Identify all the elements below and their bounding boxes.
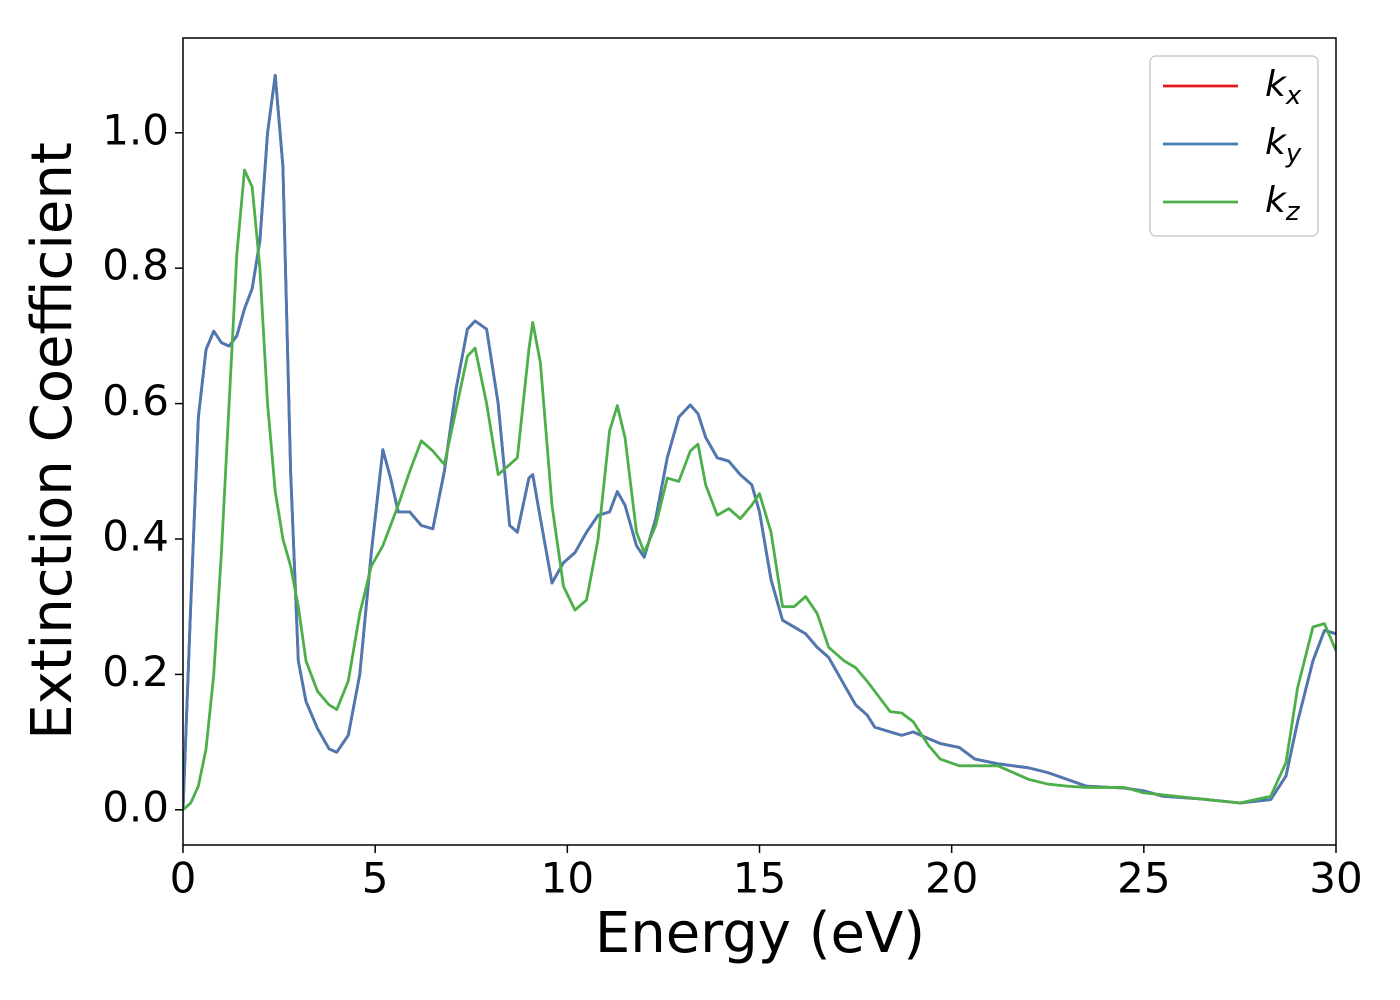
x-tick-label: 5 bbox=[362, 854, 389, 903]
x-tick-label: 20 bbox=[925, 854, 978, 903]
x-tick-label: 10 bbox=[541, 854, 594, 903]
legend-label: kz bbox=[1265, 180, 1301, 227]
y-tick-label: 0.2 bbox=[102, 647, 169, 696]
x-tick-label: 15 bbox=[733, 854, 786, 903]
y-tick-label: 0.0 bbox=[102, 782, 169, 831]
y-tick-label: 0.4 bbox=[102, 511, 169, 560]
plot-frame bbox=[182, 37, 1337, 846]
line-series bbox=[183, 168, 1336, 811]
y-axis-label: Extinction Coefficient bbox=[20, 142, 85, 740]
y-tick-label: 1.0 bbox=[102, 105, 169, 154]
legend-box bbox=[1149, 55, 1319, 237]
y-tick-label: 0.6 bbox=[102, 376, 169, 425]
x-axis-label: Energy (eV) bbox=[595, 901, 925, 966]
legend-label: kx bbox=[1265, 64, 1302, 111]
line-series bbox=[183, 73, 1336, 810]
x-tick-label: 25 bbox=[1117, 854, 1170, 903]
y-tick-label: 0.8 bbox=[102, 241, 169, 290]
x-tick-label: 30 bbox=[1309, 854, 1362, 903]
x-tick-label: 0 bbox=[170, 854, 197, 903]
legend-label: ky bbox=[1265, 122, 1302, 169]
legend: kx ky kz bbox=[1149, 55, 1319, 237]
